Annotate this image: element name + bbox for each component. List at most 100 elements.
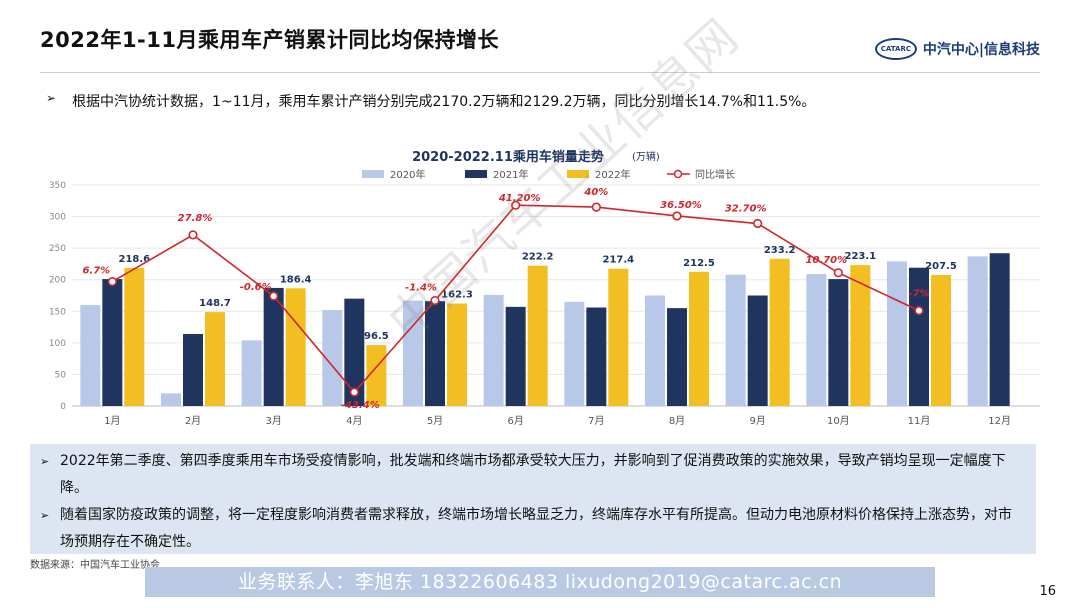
growth-label: 40% bbox=[583, 187, 608, 198]
bar bbox=[667, 308, 687, 406]
bullet-arrow-icon: ➢ bbox=[40, 455, 50, 468]
growth-label: 27.8% bbox=[178, 213, 213, 224]
bar bbox=[447, 303, 467, 406]
catarc-logo: CATARC bbox=[874, 38, 917, 60]
x-tick-label: 9月 bbox=[749, 415, 765, 427]
legend-label: 2020年 bbox=[390, 168, 425, 181]
lead-text: 根据中汽协统计数据，1~11月，乘用车累计产销分别完成2170.2万辆和2129… bbox=[72, 94, 816, 110]
bar-value-label: 162.3 bbox=[441, 290, 473, 301]
growth-label: 41.20% bbox=[498, 193, 541, 204]
bar bbox=[322, 310, 343, 406]
bar bbox=[564, 301, 585, 406]
bar bbox=[205, 312, 225, 406]
page-number: 16 bbox=[1039, 584, 1056, 599]
x-tick-label: 12月 bbox=[988, 415, 1011, 427]
bar-value-label: 212.5 bbox=[683, 258, 715, 269]
legend-label: 2021年 bbox=[493, 168, 528, 181]
bullet-arrow-icon: ➢ bbox=[40, 509, 50, 522]
bar bbox=[161, 393, 181, 406]
x-tick-label: 1月 bbox=[104, 415, 120, 427]
bar-value-label: 223.1 bbox=[845, 251, 877, 262]
growth-point bbox=[753, 218, 763, 229]
legend-swatch bbox=[362, 170, 384, 178]
bar bbox=[989, 253, 1010, 406]
bar bbox=[505, 306, 526, 406]
bar bbox=[887, 261, 907, 406]
growth-label: 32.70% bbox=[725, 204, 767, 215]
note-item: ➢ 2022年第二季度、第四季度乘用车市场受疫情影响，批发端和终端市场都承受较大… bbox=[40, 448, 1024, 502]
growth-point bbox=[349, 387, 359, 397]
page-title: 2022年1-11月乘用车产销累计同比均保持增长 bbox=[40, 28, 499, 52]
bar bbox=[586, 307, 607, 406]
x-tick-label: 5月 bbox=[427, 415, 443, 427]
y-tick-label: 0 bbox=[60, 402, 66, 412]
legend-marker bbox=[673, 169, 683, 179]
bar bbox=[828, 279, 849, 406]
bar-value-label: 207.5 bbox=[925, 261, 957, 272]
legend-label: 2022年 bbox=[595, 168, 630, 181]
y-tick-label: 250 bbox=[49, 244, 66, 254]
contact-banner: 业务联系人：李旭东 18322606483 lixudong2019@catar… bbox=[145, 567, 935, 597]
note-text: 随着国家防疫政策的调整，将一定程度影响消费者需求释放，终端市场增长略显乏力，终端… bbox=[60, 507, 1012, 550]
y-tick-label: 100 bbox=[49, 339, 66, 349]
data-source: 数据来源：中国汽车工业协会 bbox=[30, 560, 160, 571]
bar-value-label: 148.7 bbox=[199, 298, 231, 309]
bar bbox=[769, 258, 790, 406]
bullet-arrow-icon: ➢ bbox=[46, 91, 57, 105]
bar bbox=[241, 340, 262, 406]
growth-label: 6.7% bbox=[82, 266, 110, 277]
title-divider bbox=[40, 72, 1040, 73]
bar bbox=[747, 295, 768, 406]
growth-label: 36.50% bbox=[660, 200, 702, 211]
bar bbox=[425, 301, 445, 406]
bar bbox=[931, 274, 951, 406]
bar bbox=[725, 274, 746, 406]
x-tick-label: 4月 bbox=[346, 415, 362, 427]
sales-chart: 2020-2022.11乘用车销量走势 (万辆) 2020年 2021年 2022年 同比… bbox=[49, 149, 1040, 427]
growth-label: -43.4% bbox=[341, 400, 380, 411]
bar bbox=[527, 265, 548, 406]
bar bbox=[967, 256, 988, 406]
x-tick-label: 7月 bbox=[588, 415, 604, 427]
bar bbox=[183, 334, 203, 406]
bar bbox=[608, 268, 629, 406]
bar bbox=[285, 288, 306, 406]
growth-point bbox=[430, 295, 440, 306]
y-tick-label: 300 bbox=[49, 213, 66, 223]
note-item: ➢ 随着国家防疫政策的调整，将一定程度影响消费者需求释放，终端市场增长略显乏力，… bbox=[40, 502, 1024, 556]
brand-name: 中汽中心|信息科技 bbox=[922, 42, 1040, 58]
bar-value-label: 217.4 bbox=[603, 255, 635, 266]
bar bbox=[102, 279, 123, 406]
bar-value-label: 96.5 bbox=[364, 331, 389, 342]
bar-value-label: 222.2 bbox=[522, 252, 554, 263]
growth-point bbox=[914, 306, 924, 316]
x-tick-label: 3月 bbox=[265, 415, 281, 427]
growth-point bbox=[511, 200, 521, 210]
bar-value-label: 233.2 bbox=[764, 245, 796, 256]
bar bbox=[403, 300, 423, 406]
growth-point bbox=[188, 230, 198, 240]
bar-value-label: 218.6 bbox=[119, 254, 151, 265]
y-tick-label: 200 bbox=[49, 276, 66, 286]
notes-box: ➢ 2022年第二季度、第四季度乘用车市场受疫情影响，批发端和终端市场都承受较大… bbox=[30, 444, 1036, 554]
growth-label: -7% bbox=[908, 289, 929, 300]
growth-point bbox=[672, 211, 682, 221]
bar bbox=[263, 287, 284, 406]
bar bbox=[689, 271, 709, 406]
growth-point bbox=[269, 291, 279, 301]
note-text: 2022年第二季度、第四季度乘用车市场受疫情影响，批发端和终端市场都承受较大压力… bbox=[60, 453, 1006, 496]
x-tick-label: 11月 bbox=[908, 415, 931, 427]
lead-paragraph: ➢ 根据中汽协统计数据，1~11月，乘用车累计产销分别完成2170.2万辆和21… bbox=[46, 91, 815, 111]
growth-label: 10.70% bbox=[806, 255, 848, 266]
bar bbox=[80, 304, 101, 406]
legend-label: 同比增长 bbox=[695, 168, 735, 181]
bar bbox=[806, 274, 827, 406]
y-tick-label: 50 bbox=[55, 370, 67, 380]
chart-title-unit: (万辆) bbox=[632, 150, 660, 163]
bar-value-label: 186.4 bbox=[280, 274, 312, 285]
growth-point bbox=[591, 202, 601, 212]
brand: CATARC 中汽中心|信息科技 bbox=[874, 38, 1040, 60]
growth-point bbox=[107, 277, 117, 287]
growth-label: -1.4% bbox=[405, 283, 437, 294]
bar bbox=[344, 298, 365, 406]
